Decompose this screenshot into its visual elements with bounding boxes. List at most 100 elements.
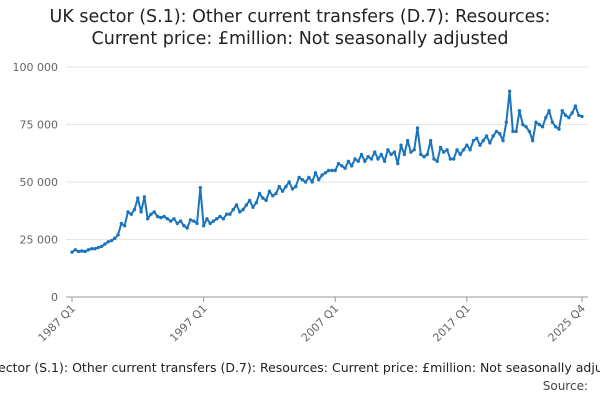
data-point	[373, 150, 377, 154]
data-point	[294, 184, 298, 189]
data-point	[73, 248, 77, 252]
x-tick-label: 1997 Q1	[167, 302, 210, 345]
data-point	[145, 217, 150, 221]
data-point	[178, 219, 183, 223]
data-point	[277, 184, 281, 189]
data-point	[300, 178, 305, 182]
data-point	[297, 175, 301, 180]
data-point	[534, 120, 538, 124]
data-point	[274, 191, 278, 196]
data-point	[458, 152, 462, 157]
data-point	[524, 125, 528, 129]
data-point	[580, 114, 584, 119]
data-point	[396, 161, 400, 166]
data-point	[198, 186, 203, 190]
data-point	[550, 120, 555, 124]
data-point	[185, 226, 189, 230]
data-point	[557, 127, 561, 131]
data-point	[155, 214, 160, 219]
data-point	[425, 152, 430, 157]
data-point	[442, 150, 446, 154]
data-point	[514, 129, 518, 134]
data-point	[129, 212, 133, 216]
data-point	[218, 214, 222, 219]
data-point	[435, 159, 439, 163]
data-point	[132, 207, 137, 212]
data-point	[567, 115, 571, 120]
data-point	[376, 157, 380, 161]
x-tick-label: 1987 Q1	[36, 302, 79, 345]
data-point	[93, 247, 97, 251]
data-point	[80, 249, 84, 253]
data-point	[317, 178, 321, 182]
data-point	[182, 224, 186, 228]
data-point	[96, 245, 101, 250]
data-point	[386, 148, 390, 152]
data-point	[323, 171, 328, 175]
data-point	[573, 104, 578, 108]
data-point	[247, 198, 252, 203]
data-point	[468, 148, 472, 152]
data-point	[254, 201, 258, 205]
data-point	[231, 207, 235, 212]
source: Source:	[543, 379, 588, 393]
data-point	[228, 212, 232, 216]
data-point	[359, 152, 364, 157]
data-point	[475, 136, 479, 140]
data-point	[537, 122, 541, 127]
data-point	[257, 191, 262, 196]
data-point	[507, 89, 512, 93]
data-point	[438, 145, 443, 150]
data-point	[139, 210, 143, 214]
data-point	[261, 196, 265, 200]
data-point	[267, 189, 272, 193]
data-point	[205, 217, 209, 221]
data-point	[419, 152, 423, 157]
data-point	[478, 143, 482, 147]
data-point	[165, 217, 170, 221]
data-point	[169, 219, 173, 223]
data-point	[343, 166, 347, 170]
data-point	[346, 159, 351, 163]
data-point	[149, 212, 153, 216]
data-point	[455, 148, 459, 152]
data-point	[224, 212, 229, 216]
data-point	[547, 109, 551, 113]
data-point	[333, 168, 337, 173]
data-point	[106, 240, 110, 244]
data-point	[560, 109, 564, 113]
series-line	[71, 90, 583, 253]
x-tick-label: 2007 Q1	[299, 302, 342, 345]
data-point	[136, 196, 140, 200]
data-point	[313, 171, 318, 175]
data-point	[415, 126, 420, 130]
data-point	[215, 217, 219, 221]
data-point	[389, 152, 393, 157]
data-point	[310, 180, 314, 184]
data-point	[498, 132, 502, 136]
y-tick-label: 0	[51, 291, 58, 304]
data-point	[422, 155, 426, 159]
data-point	[428, 138, 433, 143]
data-point	[353, 157, 357, 161]
data-point	[511, 129, 515, 134]
data-point	[201, 224, 206, 228]
data-point	[122, 224, 127, 228]
data-point	[577, 113, 581, 118]
data-point	[349, 164, 354, 168]
data-point	[527, 129, 532, 134]
data-point	[465, 143, 469, 147]
data-point	[369, 157, 374, 161]
data-point	[544, 115, 548, 120]
data-point	[241, 207, 245, 212]
data-point	[234, 203, 239, 207]
data-point	[451, 157, 456, 161]
data-point	[113, 236, 117, 241]
data-point	[363, 159, 367, 163]
data-point	[471, 138, 476, 143]
data-point	[251, 205, 255, 209]
data-point	[264, 198, 268, 203]
data-point	[192, 219, 196, 223]
data-point	[553, 125, 558, 129]
